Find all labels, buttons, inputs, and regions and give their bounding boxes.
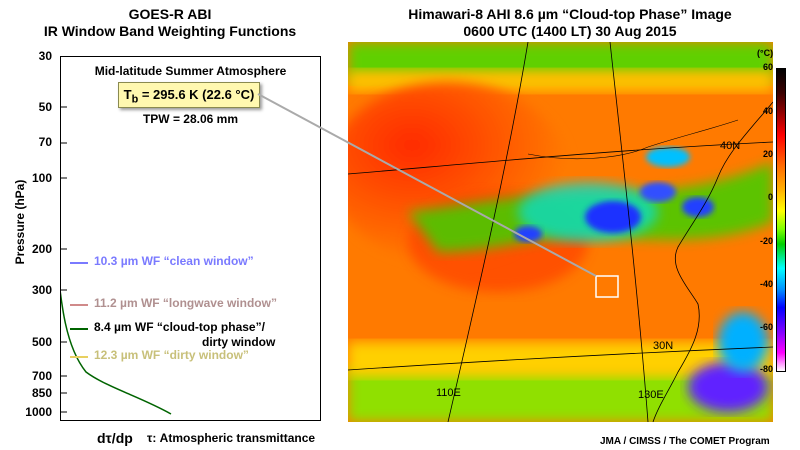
- tb-value: = 295.6 K (22.6 °C): [138, 87, 255, 102]
- left-title: GOES-R ABI IR Window Band Weighting Func…: [30, 6, 310, 40]
- weighting-function-plot: [60, 56, 321, 421]
- map-label-110e: 110E: [436, 387, 461, 399]
- analysis-box: [595, 275, 619, 298]
- legend-cloud-top-phase-line-2: dirty window: [202, 335, 276, 349]
- cold-cloud-2: [640, 182, 676, 202]
- right-title-line-2: 0600 UTC (1400 LT) 30 Aug 2015: [463, 23, 677, 39]
- satellite-image: 40N 30N 110E 130E: [328, 41, 774, 423]
- map-label-130e: 130E: [638, 389, 664, 401]
- coastline-2: [527, 119, 739, 160]
- map-label-30n: 30N: [653, 340, 674, 352]
- left-title-line-1: GOES-R ABI: [128, 6, 212, 22]
- colorbar-tick: 40: [762, 106, 773, 116]
- colorbar-tick: -40: [759, 279, 773, 289]
- legend-longwave-window: 11.2 µm WF “longwave window”: [94, 296, 277, 310]
- cold-cloud-6: [688, 362, 768, 412]
- satellite-image-svg: [328, 41, 774, 423]
- legend-swatch-clean-window: [70, 262, 88, 264]
- y-tick: 500: [31, 335, 52, 349]
- colorbar-tick: -60: [759, 322, 773, 332]
- colorbar: [776, 68, 786, 372]
- y-tick: 1000: [25, 405, 52, 419]
- x-axis-label-transmittance: τ: Atmospheric transmittance: [147, 431, 316, 445]
- legend-cloud-top-phase: 8.4 µm WF “cloud-top phase”/: [94, 320, 265, 334]
- coastline: [652, 101, 774, 423]
- longitude-line-110e: [447, 41, 529, 423]
- weighting-curve: [61, 292, 172, 415]
- legend-dirty-window: 12.3 µm WF “dirty window”: [94, 348, 249, 362]
- x-axis-label-derivative: dτ/dp: [97, 430, 133, 446]
- atmosphere-label: Mid-latitude Summer Atmosphere: [94, 64, 287, 78]
- y-tick: 850: [31, 386, 52, 400]
- left-title-line-2: IR Window Band Weighting Functions: [43, 23, 297, 39]
- colorbar-tick: -20: [759, 236, 773, 246]
- legend-swatch-dirty-window: [70, 356, 88, 358]
- connector-line: [257, 93, 597, 277]
- colorbar-unit: (°C): [757, 48, 774, 58]
- y-tick: 30: [38, 49, 52, 63]
- y-tick: 50: [38, 100, 52, 114]
- y-tick: 700: [31, 369, 52, 383]
- y-tick: 200: [31, 242, 52, 256]
- credit-text: JMA / CIMSS / The COMET Program: [600, 436, 770, 447]
- tb-subscript: b: [131, 93, 139, 106]
- y-tick: 300: [31, 283, 52, 297]
- legend-swatch-longwave-window: [70, 304, 88, 306]
- tb-symbol: T: [123, 87, 132, 102]
- colorbar-tick: 20: [762, 149, 773, 159]
- right-title-line-1: Himawari-8 AHI 8.6 µm “Cloud-top Phase” …: [408, 6, 732, 22]
- tpw-label: TPW = 28.06 mm: [142, 112, 239, 126]
- cold-cloud-5: [646, 147, 690, 167]
- right-title: Himawari-8 AHI 8.6 µm “Cloud-top Phase” …: [350, 6, 790, 40]
- y-tick: 70: [38, 135, 52, 149]
- cold-cloud-1: [585, 201, 641, 233]
- cold-cloud-4: [514, 226, 542, 242]
- colorbar-tick: 60: [762, 62, 773, 72]
- y-tick: 100: [31, 171, 52, 185]
- latitude-line-30n: [347, 346, 774, 371]
- legend-swatch-cloud-top-phase: [70, 328, 88, 330]
- cold-cloud-7: [718, 312, 768, 372]
- weighting-curve-svg: [61, 106, 172, 415]
- map-label-40n: 40N: [720, 140, 741, 152]
- colorbar-tick: -80: [759, 364, 773, 374]
- colorbar-tick: 0: [767, 192, 773, 202]
- brightness-temperature-box: Tb = 295.6 K (22.6 °C): [118, 82, 260, 108]
- legend-clean-window: 10.3 µm WF “clean window”: [94, 254, 254, 268]
- longitude-line-130e: [609, 41, 649, 423]
